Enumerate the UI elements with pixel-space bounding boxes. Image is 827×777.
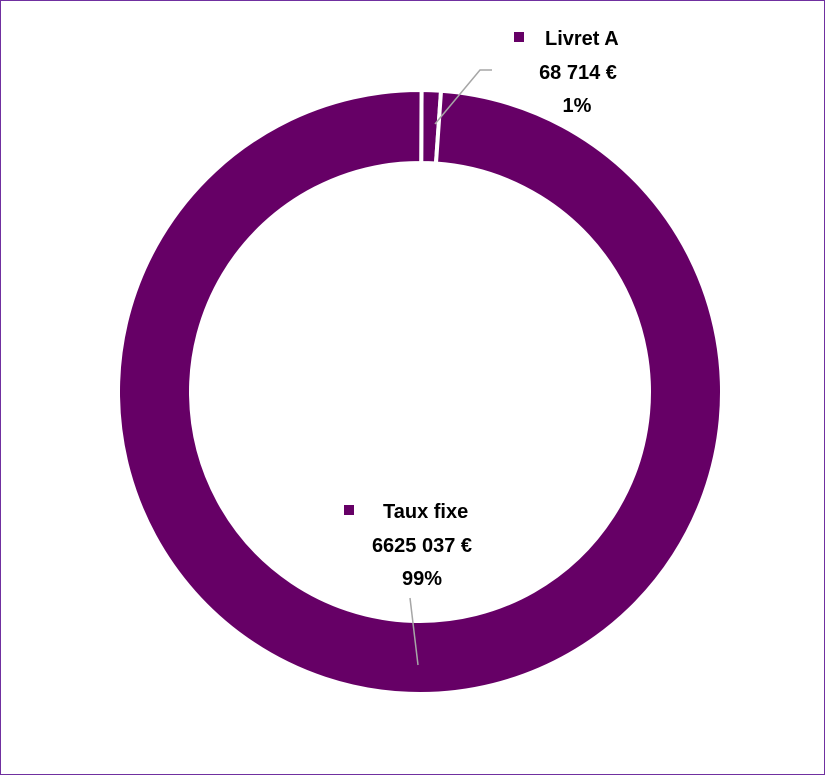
data-label-taux-fixe: Taux fixe 6625 037 € 99% [344, 501, 472, 590]
legend-marker-livret-a [514, 32, 524, 42]
leader-line-livret-a [434, 69, 492, 125]
label-name-taux-fixe: Taux fixe [383, 501, 468, 523]
donut-slices [116, 87, 724, 696]
label-percent-livret-a: 1% [563, 95, 592, 117]
label-value-livret-a: 68 714 € [539, 62, 617, 84]
leader-line-taux-fixe [409, 597, 419, 666]
label-value-taux-fixe: 6625 037 € [372, 535, 472, 557]
legend-marker-taux-fixe [344, 505, 354, 515]
label-percent-taux-fixe: 99% [402, 568, 442, 590]
data-label-livret-a: Livret A 68 714 € 1% [514, 28, 619, 117]
leader-lines [409, 69, 492, 666]
label-name-livret-a: Livret A [545, 28, 619, 50]
donut-slice-taux-fixe [116, 88, 724, 696]
